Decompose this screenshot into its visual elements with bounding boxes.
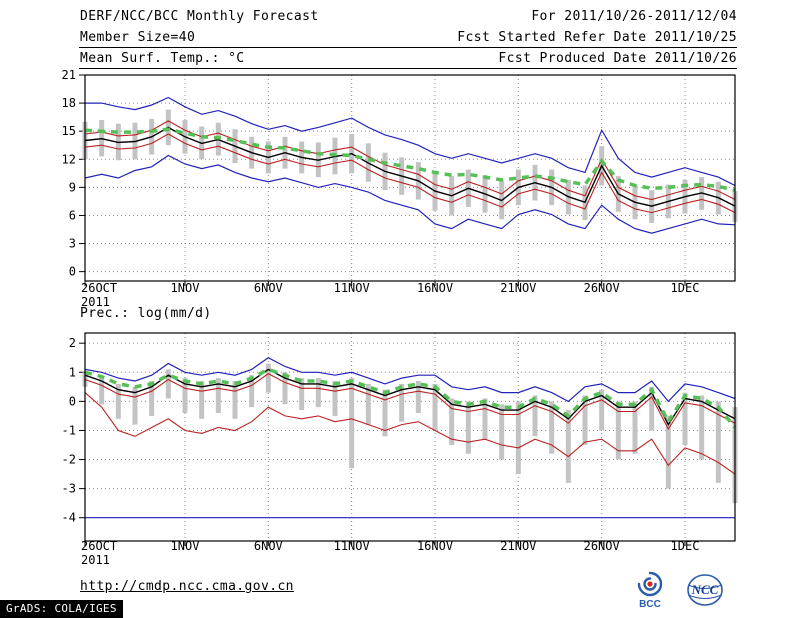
header-row-3: Mean Surf. Temp.: °C Fcst Produced Date … <box>80 51 737 66</box>
ncc-globe-outline <box>687 574 723 606</box>
x-tick-label: 6NOV <box>254 281 283 295</box>
x-tick-label: 11NOV <box>334 539 370 553</box>
y-tick-label: 2 <box>69 336 76 350</box>
y-tick-label: -4 <box>62 511 76 525</box>
axis-labels: 0 3 6 9 12 15 18 21 26OCT 1NOV 6NOV 11NOV 16NOV 21NOV… <box>62 68 700 309</box>
x-tick-label: 6NOV <box>254 539 283 553</box>
header-row-1: DERF/NCC/BCC Monthly Forecast For 2011/1… <box>80 9 737 24</box>
header-divider-1 <box>79 47 737 48</box>
ensemble-mean-line <box>84 368 736 426</box>
lower-quartile-line <box>84 392 736 475</box>
x-tick-label: 21NOV <box>500 281 536 295</box>
x-tick-label: 26OCT <box>81 539 117 553</box>
x-year-label: 2011 <box>81 295 110 309</box>
y-tick-label: -1 <box>62 423 76 437</box>
x-tick-label: 26NOV <box>584 281 620 295</box>
ensemble-max-line <box>84 356 736 403</box>
ensemble-mean-line <box>84 126 736 207</box>
y-tick-label: 3 <box>69 237 76 251</box>
y-tick-label: 9 <box>69 180 76 194</box>
header-divider-2 <box>79 68 737 69</box>
y-tick-label: 0 <box>69 394 76 408</box>
x-tick-label: 26OCT <box>81 281 117 295</box>
ncc-logo-label: NCC <box>691 582 719 597</box>
y-tick-label: -3 <box>62 482 76 496</box>
bcc-red-dot <box>647 581 653 587</box>
ncc-globe-lines <box>688 584 722 599</box>
ensemble-min-line <box>84 154 736 234</box>
climatology-line <box>84 127 736 192</box>
grads-credit: GrADS: COLA/IGES <box>0 600 123 618</box>
x-tick-label: 1NOV <box>171 281 200 295</box>
y-tick-label: -2 <box>62 453 76 467</box>
ensemble-max-line <box>85 96 736 187</box>
forecast-range: For 2011/10/26-2011/12/04 <box>531 9 737 24</box>
x-tick-label: 21NOV <box>500 539 536 553</box>
x-tick-label: 26NOV <box>584 539 620 553</box>
upper-quartile-line <box>84 373 736 431</box>
y-tick-label: 0 <box>69 265 76 279</box>
fcst-produced-date: Fcst Produced Date 2011/10/26 <box>498 51 737 66</box>
logo-group: BCC NCC <box>630 570 728 610</box>
header-row-2: Member Size=40 Fcst Started Refer Date 2… <box>80 30 737 45</box>
lower-quartile-line <box>84 133 736 214</box>
x-tick-label: 16NOV <box>417 281 453 295</box>
bcc-logo-label: BCC <box>639 599 661 610</box>
y-tick-label: 1 <box>69 365 76 379</box>
axis-ticks <box>79 342 686 546</box>
precipitation-chart: -4 -3 -2 -1 0 1 2 26OCT 1NOV 6NOV 11NOV 16NOV 21NOV 2… <box>62 332 738 567</box>
ncc-logo: NCC <box>687 574 723 606</box>
precip-chart-title: Prec.: log(mm/d) <box>80 306 212 321</box>
fcst-start-date: Fcst Started Refer Date 2011/10/25 <box>457 30 737 45</box>
ensemble-spread-bars <box>82 363 738 504</box>
x-tick-label: 11NOV <box>334 281 370 295</box>
member-size-label: Member Size=40 <box>80 30 196 45</box>
bcc-swirl-inner <box>643 577 657 591</box>
bcc-swirl-outer <box>637 571 663 597</box>
y-tick-label: 21 <box>62 68 76 82</box>
app-title: DERF/NCC/BCC Monthly Forecast <box>80 9 319 24</box>
y-tick-label: 6 <box>69 208 76 222</box>
x-tick-label: 1DEC <box>671 281 700 295</box>
bcc-logo: BCC <box>637 571 663 610</box>
axis-ticks <box>79 74 686 286</box>
y-tick-label: 18 <box>62 96 76 110</box>
climatology-line <box>84 367 737 429</box>
axis-labels: -4 -3 -2 -1 0 1 2 26OCT 1NOV 6NOV 11NOV 16NOV 21NOV 2… <box>62 336 700 567</box>
x-tick-label: 1DEC <box>671 539 700 553</box>
website-link[interactable]: http://cmdp.ncc.cma.gov.cn <box>80 579 294 594</box>
x-year-label: 2011 <box>81 553 110 567</box>
y-tick-label: 12 <box>62 152 76 166</box>
temp-chart-title: Mean Surf. Temp.: °C <box>80 51 245 66</box>
plot-frame <box>84 74 736 282</box>
x-tick-label: 1NOV <box>171 539 200 553</box>
plot-frame <box>84 332 736 542</box>
y-tick-label: 15 <box>62 124 76 138</box>
temperature-chart: 0 3 6 9 12 15 18 21 26OCT 1NOV 6NOV 11NOV 16NOV 21NOV… <box>62 68 738 309</box>
x-tick-label: 16NOV <box>417 539 453 553</box>
